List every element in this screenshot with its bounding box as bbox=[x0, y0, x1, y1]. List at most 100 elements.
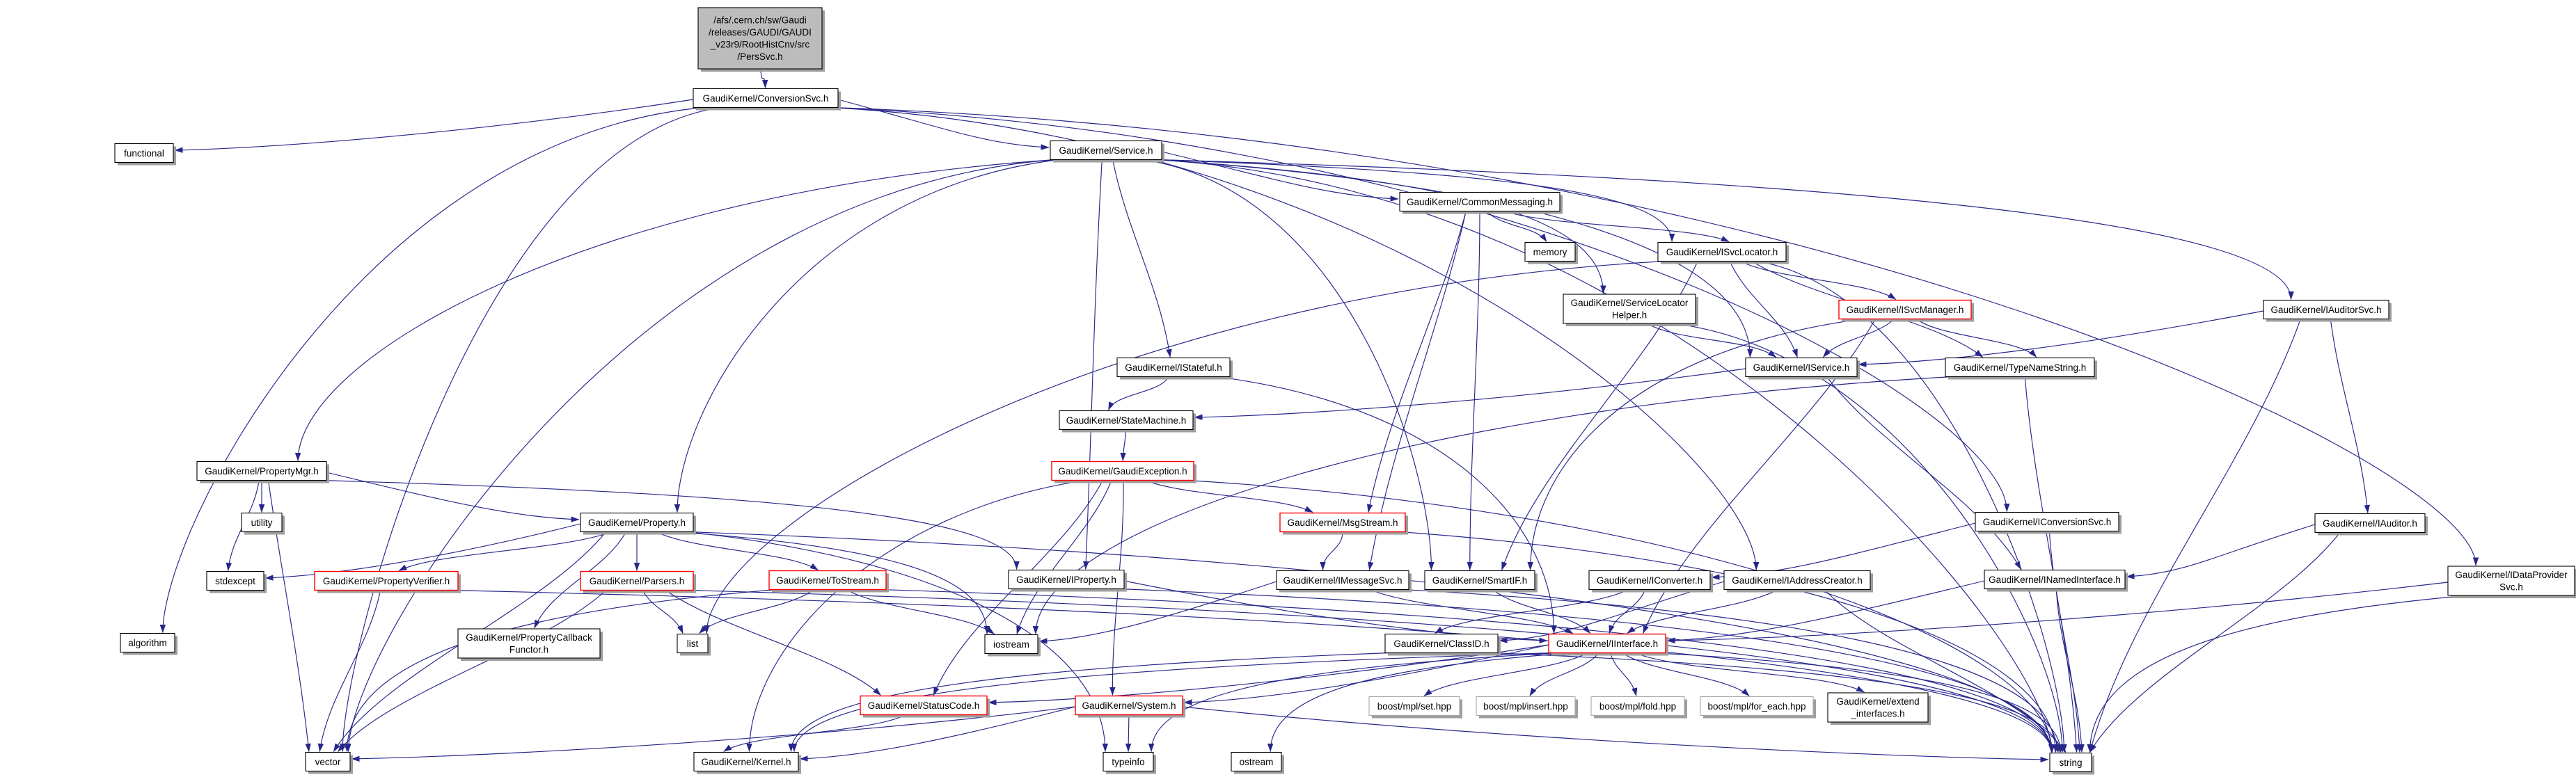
edge-conversionsvc-to-iaddresscreator bbox=[830, 106, 1760, 570]
edge-isvclocator-to-iservice bbox=[1729, 261, 1798, 358]
edge-idataprovidersvc-to-string bbox=[2087, 595, 2467, 753]
node-label: GaudiKernel/IDataProvider Svc.h bbox=[2455, 570, 2568, 593]
node-property[interactable]: GaudiKernel/Property.h bbox=[580, 512, 696, 535]
edge-conversionsvc-to-vector bbox=[339, 106, 722, 752]
node-label: GaudiKernel/MsgStream.h bbox=[1287, 518, 1398, 528]
node-iostream[interactable]: iostream bbox=[984, 634, 1041, 657]
node-box bbox=[1116, 357, 1231, 378]
node-label: GaudiKernel/SmartIF.h bbox=[1432, 575, 1528, 586]
node-boost-mpl-set[interactable]: boost/mpl/set.hpp bbox=[1368, 696, 1462, 719]
edge-iinterface-to-typeinfo bbox=[1148, 652, 1560, 752]
node-imessagesvc[interactable]: GaudiKernel/IMessageSvc.h bbox=[1276, 570, 1412, 593]
node-box bbox=[984, 634, 1038, 655]
node-iproperty[interactable]: GaudiKernel/IProperty.h bbox=[1008, 569, 1127, 592]
edge-parsers-to-string bbox=[687, 589, 2055, 753]
node-label: GaudiKernel/Kernel.h bbox=[701, 757, 791, 767]
edge-statemachine-to-gaudiexception bbox=[1120, 429, 1127, 461]
node-list[interactable]: list bbox=[677, 633, 711, 656]
edge-iinterface-to-boost-mpl-for-each bbox=[1622, 652, 1750, 696]
node-box bbox=[1050, 140, 1162, 161]
node-propertycallbackfunctor[interactable]: GaudiKernel/PropertyCallback Functor.h bbox=[457, 628, 603, 661]
node-commonmessaging[interactable]: GaudiKernel/CommonMessaging.h bbox=[1399, 191, 1563, 214]
edge-iaddresscreator-to-iinterface bbox=[1627, 588, 1778, 634]
edge-isvclocator-to-isvcmanager bbox=[1740, 260, 1897, 300]
node-stdexcept[interactable]: stdexcept bbox=[206, 570, 267, 593]
node-propertyverifier[interactable]: GaudiKernel/PropertyVerifier.h bbox=[314, 570, 461, 593]
nodes-layer: /afs/.cern.ch/sw/Gaudi/releases/GAUDI/GA… bbox=[114, 7, 2576, 775]
node-label: GaudiKernel/Service.h bbox=[1059, 145, 1153, 156]
node-servicelocatorhelper[interactable]: GaudiKernel/ServiceLocator Helper.h bbox=[1563, 294, 1698, 326]
node-statemachine[interactable]: GaudiKernel/StateMachine.h bbox=[1059, 410, 1196, 433]
edge-propertymgr-to-iproperty bbox=[319, 479, 1020, 570]
node-box bbox=[206, 570, 264, 591]
node-statuscode[interactable]: GaudiKernel/StatusCode.h bbox=[860, 695, 990, 718]
node-label: GaudiKernel/IMessageSvc.h bbox=[1283, 575, 1402, 586]
edge-iservice-to-statemachine bbox=[1194, 368, 1746, 420]
node-functional[interactable]: functional bbox=[114, 143, 176, 166]
node-idataprovidersvc[interactable]: GaudiKernel/IDataProvider Svc.h bbox=[2447, 566, 2576, 598]
node-parsers[interactable]: GaudiKernel/Parsers.h bbox=[580, 570, 696, 593]
node-box bbox=[1276, 570, 1409, 591]
edge-system-to-kernel bbox=[799, 706, 1076, 762]
node-box bbox=[1827, 692, 1929, 723]
node-box bbox=[1384, 633, 1499, 654]
node-box bbox=[1563, 294, 1696, 324]
edge-parsers-to-list bbox=[642, 590, 683, 634]
node-iauditor[interactable]: GaudiKernel/IAuditor.h bbox=[2314, 513, 2428, 536]
node-label: GaudiKernel/CommonMessaging.h bbox=[1407, 197, 1553, 207]
node-service[interactable]: GaudiKernel/Service.h bbox=[1050, 140, 1164, 163]
node-iinterface[interactable]: GaudiKernel/IInterface.h bbox=[1548, 633, 1668, 656]
edge-parsers-to-statuscode bbox=[665, 590, 881, 696]
node-box bbox=[1548, 633, 1666, 654]
node-ostream[interactable]: ostream bbox=[1231, 751, 1284, 774]
node-kernel[interactable]: GaudiKernel/Kernel.h bbox=[693, 751, 801, 774]
node-label: GaudiKernel/GaudiException.h bbox=[1058, 466, 1187, 476]
node-iconverter[interactable]: GaudiKernel/IConverter.h bbox=[1588, 570, 1713, 593]
edge-iconversionsvc-to-string bbox=[2048, 531, 2083, 753]
node-box bbox=[580, 570, 694, 591]
node-typeinfo[interactable]: typeinfo bbox=[1103, 751, 1156, 774]
edge-iaddresscreator-to-string bbox=[1824, 589, 2067, 753]
edge-iinterface-to-statuscode bbox=[988, 644, 1549, 705]
node-propertymgr[interactable]: GaudiKernel/PropertyMgr.h bbox=[196, 460, 329, 483]
node-box bbox=[1588, 570, 1711, 591]
node-boost-mpl-for-each[interactable]: boost/mpl/for_each.hpp bbox=[1700, 696, 1816, 719]
node-inamedinterface[interactable]: GaudiKernel/INamedInterface.h bbox=[1984, 569, 2128, 592]
edge-classid-to-kernel bbox=[788, 652, 1391, 752]
node-isvclocator[interactable]: GaudiKernel/ISvcLocator.h bbox=[1657, 241, 1789, 264]
node-gaudiexception[interactable]: GaudiKernel/GaudiException.h bbox=[1051, 460, 1196, 483]
node-label: GaudiKernel/ConversionSvc.h bbox=[703, 93, 829, 104]
node-conversionsvc[interactable]: GaudiKernel/ConversionSvc.h bbox=[693, 88, 841, 111]
node-string[interactable]: string bbox=[2049, 752, 2094, 775]
node-perssvc[interactable]: /afs/.cern.ch/sw/Gaudi/releases/GAUDI/GA… bbox=[697, 7, 825, 72]
node-box bbox=[120, 632, 175, 653]
node-boost-mpl-insert[interactable]: boost/mpl/insert.hpp bbox=[1476, 696, 1578, 719]
edge-property-to-stdexcept bbox=[264, 523, 581, 581]
node-msgstream[interactable]: GaudiKernel/MsgStream.h bbox=[1279, 512, 1408, 535]
node-iaddresscreator[interactable]: GaudiKernel/IAddressCreator.h bbox=[1723, 570, 1873, 593]
node-box bbox=[1984, 569, 2126, 590]
node-iauditorsvc[interactable]: GaudiKernel/IAuditorSvc.h bbox=[2263, 299, 2392, 322]
node-classid[interactable]: GaudiKernel/ClassID.h bbox=[1384, 633, 1501, 656]
node-label: GaudiKernel/INamedInterface.h bbox=[1989, 575, 2121, 585]
node-label: GaudiKernel/StateMachine.h bbox=[1066, 415, 1187, 426]
node-istateful[interactable]: GaudiKernel/IStateful.h bbox=[1116, 357, 1233, 380]
node-utility[interactable]: utility bbox=[241, 512, 285, 535]
node-box bbox=[2263, 299, 2389, 320]
node-isvcmanager[interactable]: GaudiKernel/ISvcManager.h bbox=[1838, 299, 1974, 322]
node-label: GaudiKernel/IService.h bbox=[1753, 362, 1850, 373]
node-smartif[interactable]: GaudiKernel/SmartIF.h bbox=[1424, 570, 1538, 593]
node-vector[interactable]: vector bbox=[305, 751, 353, 774]
node-tostream[interactable]: GaudiKernel/ToStream.h bbox=[768, 570, 889, 593]
node-typenamestring[interactable]: GaudiKernel/TypeNameString.h bbox=[1945, 357, 2097, 380]
node-iconversionsvc[interactable]: GaudiKernel/IConversionSvc.h bbox=[1975, 511, 2121, 534]
node-extend-interfaces[interactable]: GaudiKernel/extend _interfaces.h bbox=[1827, 692, 1931, 725]
node-memory[interactable]: memory bbox=[1524, 241, 1578, 264]
node-boost-mpl-fold[interactable]: boost/mpl/fold.hpp bbox=[1590, 696, 1687, 719]
node-system[interactable]: GaudiKernel/System.h bbox=[1075, 695, 1185, 718]
node-algorithm[interactable]: algorithm bbox=[120, 632, 177, 655]
edge-imessagesvc-to-string bbox=[1402, 588, 2060, 753]
edge-iinterface-to-kernel bbox=[791, 652, 1555, 752]
node-iservice[interactable]: GaudiKernel/IService.h bbox=[1745, 357, 1860, 380]
